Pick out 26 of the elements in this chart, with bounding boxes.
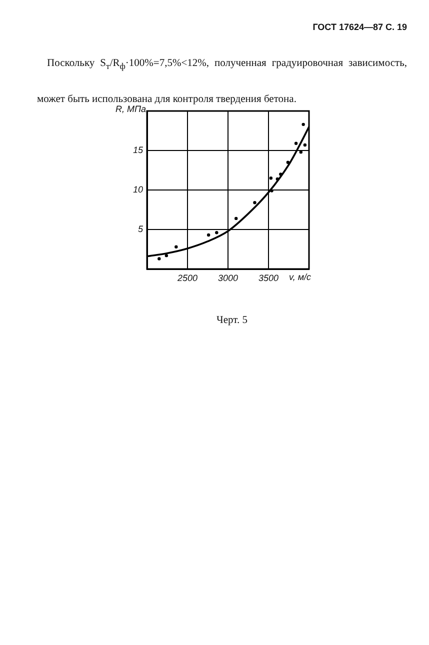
point [286,160,290,164]
point [215,231,218,234]
text: Черт. 5 [216,315,248,326]
x-axis-title: v, м/с [288,272,312,282]
point [253,201,256,204]
text: ГОСТ 17624—87 С. 19 [312,22,407,32]
point [206,233,210,237]
y-tick-label: 5 [138,224,144,234]
x-tick-label: 3000 [218,272,238,283]
point [270,189,274,192]
y-axis-title: R, МПа [115,104,146,114]
point [303,143,307,147]
point [158,257,161,260]
point [269,176,273,180]
point [234,216,238,220]
point [174,245,178,248]
point [302,122,305,126]
point [164,254,168,258]
point [294,142,298,145]
text: Поскольку S$_{т}$/R$_{ф}$·100%=7,5%<12%, полученная градуировочная зависимость, может быть использована для контроля твердения бетона. [37,58,407,106]
y-tick-label: 15 [132,145,144,155]
point [276,177,280,181]
y-tick-label: 10 [132,184,143,194]
x-tick-label: 3500 [258,272,279,283]
point [279,172,282,176]
x-tick-label: 2500 [176,272,198,283]
